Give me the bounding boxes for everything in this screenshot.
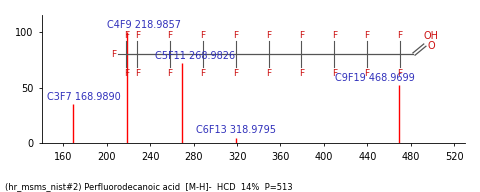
Text: F: F: [266, 69, 271, 78]
Text: OH: OH: [424, 31, 439, 41]
Text: C5F11 268.9826: C5F11 268.9826: [155, 51, 235, 61]
Text: F: F: [233, 31, 238, 40]
Text: F: F: [266, 31, 271, 40]
Text: F: F: [111, 50, 117, 59]
Text: F: F: [299, 31, 304, 40]
Text: F: F: [135, 69, 140, 78]
Text: F: F: [299, 69, 304, 78]
Text: F: F: [397, 69, 402, 78]
Text: F: F: [168, 69, 173, 78]
Text: F: F: [124, 69, 129, 78]
Text: F: F: [200, 31, 205, 40]
Text: F: F: [233, 69, 238, 78]
Text: F: F: [168, 31, 173, 40]
Text: F: F: [124, 31, 129, 40]
Text: C6F13 318.9795: C6F13 318.9795: [196, 126, 276, 136]
Text: O: O: [427, 41, 434, 51]
Text: F: F: [332, 69, 337, 78]
Text: F: F: [364, 69, 370, 78]
Text: F: F: [364, 31, 370, 40]
Text: F: F: [397, 31, 402, 40]
Text: (hr_msms_nist#2) Perfluorodecanoic acid  [M-H]-  HCD  14%  P=513: (hr_msms_nist#2) Perfluorodecanoic acid …: [5, 182, 292, 191]
Text: C9F19 468.9699: C9F19 468.9699: [335, 73, 415, 83]
Text: C4F9 218.9857: C4F9 218.9857: [107, 20, 181, 30]
Text: C3F7 168.9890: C3F7 168.9890: [47, 92, 121, 102]
Text: F: F: [135, 31, 140, 40]
Text: F: F: [200, 69, 205, 78]
Text: F: F: [332, 31, 337, 40]
